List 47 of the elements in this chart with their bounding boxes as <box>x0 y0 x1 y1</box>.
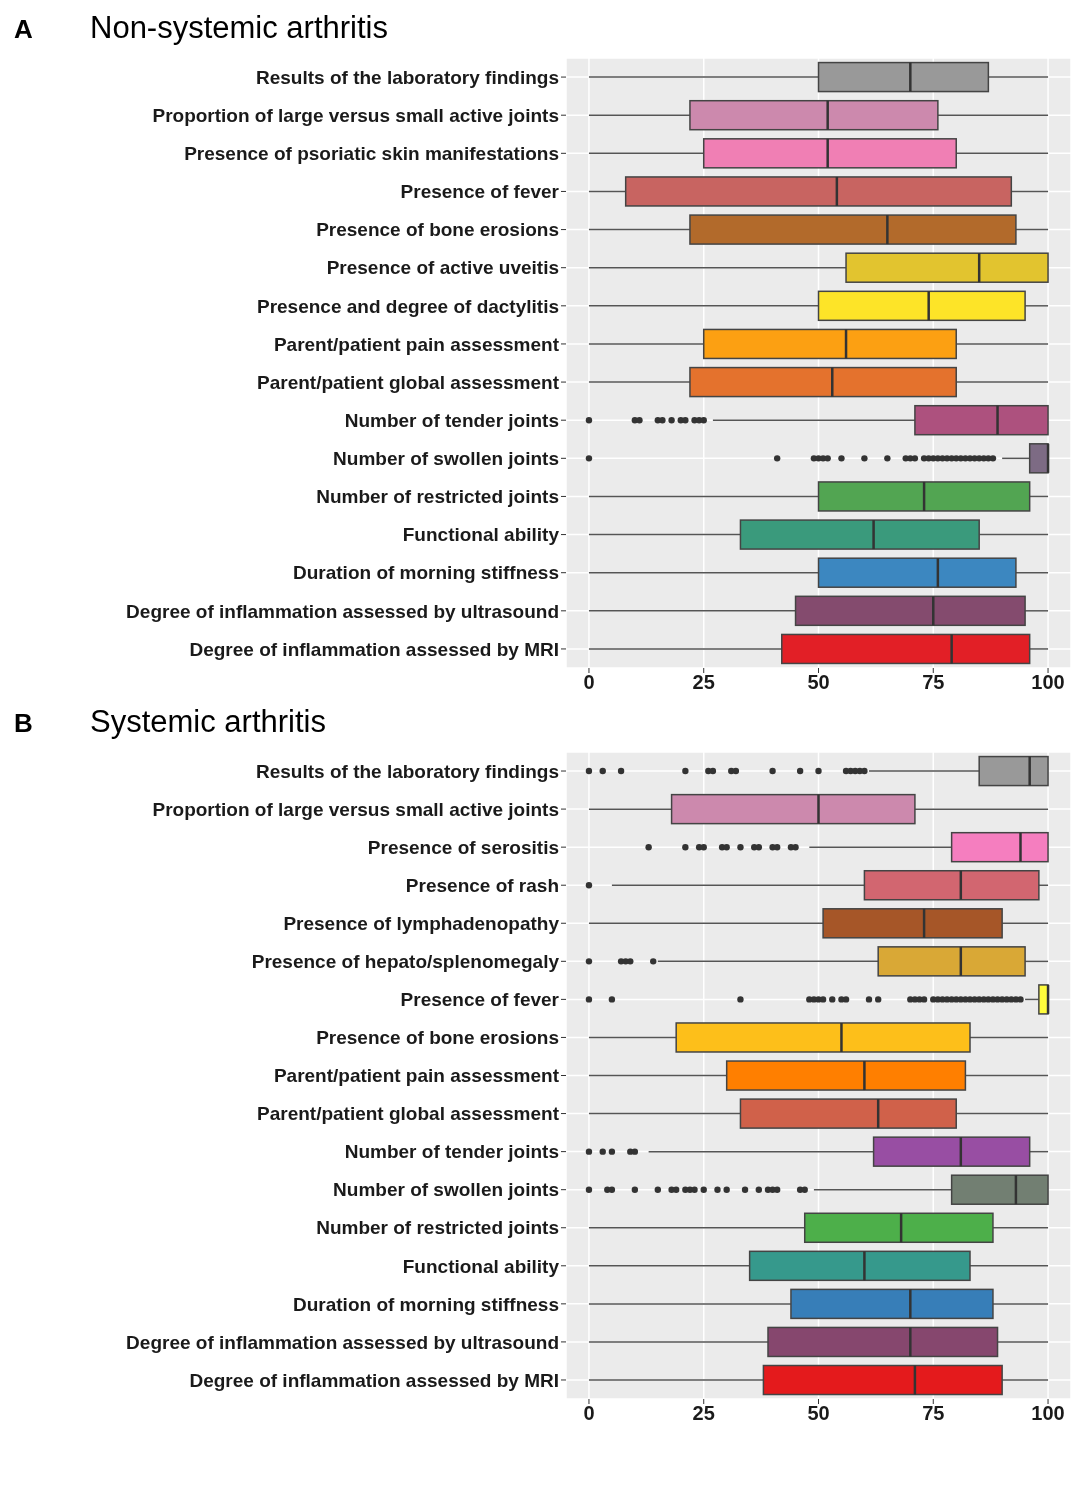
y-tick-label: Number of swollen joints <box>333 448 559 470</box>
y-tick-label: Degree of inflammation assessed by MRI <box>189 1369 559 1391</box>
y-tick-label: Number of restricted joints <box>316 1217 559 1239</box>
x-tick-label: 75 <box>922 1402 945 1425</box>
x-tick-label: 100 <box>1031 1402 1065 1425</box>
x-tick-label: 100 <box>1031 671 1065 694</box>
y-tick-label: Number of tender joints <box>344 1141 559 1163</box>
y-tick-label: Proportion of large versus small active joints <box>152 104 559 126</box>
text: A <box>13 14 34 45</box>
y-tick-label: Proportion of large versus small active joints <box>152 798 559 820</box>
x-tick-label: 25 <box>692 671 715 694</box>
y-tick-label: Presence of fever <box>400 181 560 203</box>
x-tick-label: 50 <box>807 671 830 694</box>
y-tick-label: Number of swollen joints <box>333 1179 559 1201</box>
x-tick-label: 50 <box>807 1402 830 1425</box>
y-tick-label: Presence of psoriatic skin manifestations <box>184 143 559 165</box>
y-tick-label: Results of the laboratory findings <box>256 760 559 782</box>
y-tick-label: Presence of lymphadenopathy <box>283 913 560 935</box>
text: Systemic arthritis <box>90 704 326 740</box>
y-tick-label: Presence of active uveitis <box>326 257 559 279</box>
y-tick-label: Parent/patient pain assessment <box>273 333 560 355</box>
y-tick-label: Presence of bone erosions <box>316 219 559 241</box>
y-tick-label: Functional ability <box>402 1255 560 1277</box>
x-tick-label: 0 <box>583 1402 595 1425</box>
y-tick-label: Parent/patient pain assessment <box>273 1065 560 1087</box>
y-tick-label: Degree of inflammation assessed by ultrasound <box>126 600 559 622</box>
y-tick-label: Presence of hepato/splenomegaly <box>251 951 560 973</box>
y-tick-label: Duration of morning stiffness <box>293 562 559 584</box>
y-tick-label: Results of the laboratory findings <box>256 66 559 88</box>
y-tick-label: Presence of fever <box>400 989 560 1011</box>
y-tick-label: Presence of serositis <box>367 836 559 858</box>
text: Non-systemic arthritis <box>90 10 388 46</box>
y-tick-label: Degree of inflammation assessed by MRI <box>189 638 559 660</box>
y-tick-label: Duration of morning stiffness <box>293 1293 559 1315</box>
y-tick-label: Number of tender joints <box>344 409 559 431</box>
x-tick-label: 25 <box>692 1402 715 1425</box>
y-tick-label: Presence and degree of dactylitis <box>256 295 559 317</box>
y-tick-label: Functional ability <box>402 524 560 546</box>
x-tick-label: 0 <box>583 671 595 694</box>
y-tick-label: Number of restricted joints <box>316 486 559 508</box>
x-tick-label: 75 <box>922 671 945 694</box>
y-tick-label: Parent/patient global assessment <box>257 371 560 393</box>
y-tick-label: Presence of bone erosions <box>316 1027 559 1049</box>
y-tick-label: Degree of inflammation assessed by ultrasound <box>126 1331 559 1353</box>
y-tick-label: Presence of rash <box>405 874 559 896</box>
text: B <box>13 708 34 739</box>
y-tick-label: Parent/patient global assessment <box>257 1103 560 1125</box>
